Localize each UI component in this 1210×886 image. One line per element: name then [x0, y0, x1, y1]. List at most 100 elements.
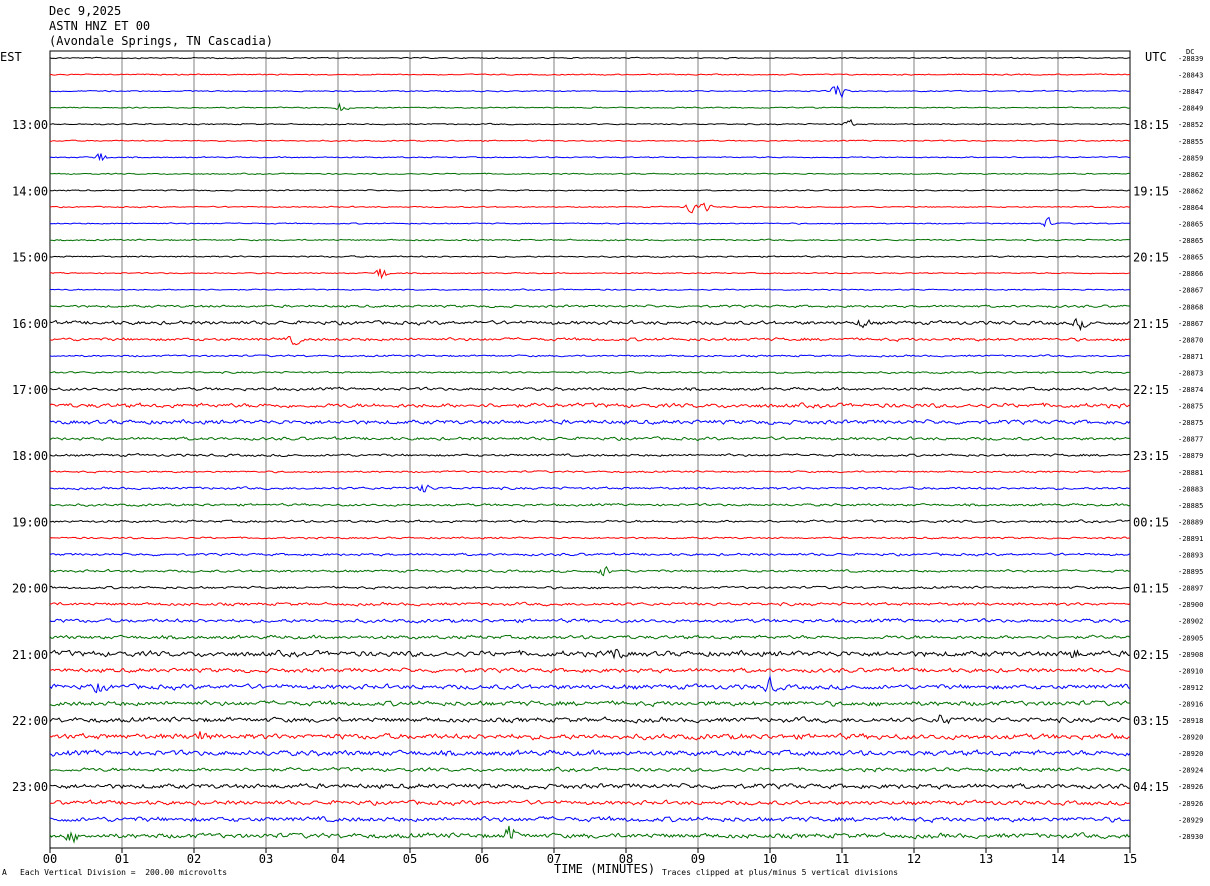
- seismic-trace: [49, 153, 1131, 162]
- seismic-trace: [49, 782, 1130, 790]
- right-hour-label: 01:15: [1133, 582, 1169, 596]
- left-timezone-label: EST: [0, 50, 22, 64]
- seismic-trace: [49, 56, 1131, 60]
- seismic-trace: [50, 666, 1131, 674]
- x-tick-label: 01: [115, 852, 129, 866]
- left-hour-label: 13:00: [12, 118, 48, 132]
- seismic-trace: [49, 674, 1131, 694]
- plot-date: Dec 9,2025: [49, 4, 122, 18]
- station-location: (Avondale Springs, TN Cascadia): [49, 34, 273, 48]
- row-dc-value: -28929: [1178, 816, 1203, 824]
- seismic-trace: [49, 102, 1131, 112]
- row-dc-value: -28855: [1178, 138, 1203, 146]
- seismic-trace: [49, 453, 1131, 458]
- seismic-trace: [49, 84, 1130, 99]
- right-hour-label: 18:15: [1133, 118, 1169, 132]
- row-dc-value: -28877: [1178, 436, 1203, 444]
- row-dc-value: -28839: [1178, 55, 1203, 63]
- left-hour-label: 19:00: [12, 515, 48, 529]
- right-hour-label: 22:15: [1133, 383, 1169, 397]
- seismic-trace: [49, 255, 1131, 259]
- x-tick-label: 04: [331, 852, 345, 866]
- seismic-trace: [49, 799, 1131, 807]
- seismic-trace: [49, 648, 1131, 660]
- row-dc-value: -28879: [1178, 452, 1203, 460]
- row-dc-value: -28875: [1178, 403, 1203, 411]
- seismic-trace: [49, 749, 1131, 757]
- left-hour-label: 15:00: [12, 251, 48, 265]
- seismic-trace: [49, 216, 1131, 228]
- row-dc-value: -28843: [1178, 72, 1203, 80]
- x-tick-label: 10: [763, 852, 777, 866]
- row-dc-value: -28865: [1178, 221, 1203, 229]
- left-hour-label: 14:00: [12, 184, 48, 198]
- row-dc-value: -28891: [1178, 535, 1203, 543]
- corner-mark: A: [2, 868, 7, 877]
- seismic-trace: [49, 601, 1131, 607]
- row-dc-value: -28881: [1178, 469, 1203, 477]
- row-dc-value: -28885: [1178, 502, 1203, 510]
- left-hour-label: 16:00: [12, 317, 48, 331]
- seismic-trace: [49, 238, 1131, 242]
- x-tick-label: 13: [979, 852, 993, 866]
- right-hour-label: 03:15: [1133, 714, 1169, 728]
- seismic-trace: [49, 402, 1131, 409]
- row-dc-value: -28867: [1178, 287, 1203, 295]
- x-tick-label: 05: [403, 852, 417, 866]
- seismic-trace: [49, 766, 1131, 773]
- row-dc-value: -28920: [1178, 734, 1203, 742]
- row-dc-value: -28889: [1178, 518, 1203, 526]
- seismic-trace: [49, 304, 1131, 309]
- row-dc-value: -28871: [1178, 353, 1203, 361]
- x-tick-label: 15: [1123, 852, 1137, 866]
- left-hour-label: 17:00: [12, 383, 48, 397]
- right-hour-label: 19:15: [1133, 184, 1169, 198]
- seismic-trace: [49, 617, 1131, 624]
- row-dc-value: -28893: [1178, 552, 1203, 560]
- x-tick-label: 14: [1051, 852, 1065, 866]
- row-dc-value: -28875: [1178, 419, 1203, 427]
- row-dc-value: -28902: [1178, 618, 1203, 626]
- seismic-trace: [49, 536, 1131, 540]
- seismic-trace: [49, 317, 1131, 332]
- seismic-trace: [49, 139, 1131, 143]
- row-dc-value: -28883: [1178, 485, 1203, 493]
- row-dc-value: -28865: [1178, 237, 1203, 245]
- left-hour-label: 22:00: [12, 714, 48, 728]
- seismic-trace: [49, 552, 1131, 557]
- seismic-trace: [49, 731, 1131, 741]
- seismic-trace: [49, 470, 1131, 474]
- row-dc-value: -28864: [1178, 204, 1203, 212]
- x-tick-label: 07: [547, 852, 561, 866]
- seismic-trace: [49, 118, 1131, 126]
- seismic-trace: [49, 268, 1131, 280]
- dc-label: DC: [1186, 48, 1195, 56]
- row-dc-value: -28895: [1178, 568, 1203, 576]
- row-dc-value: -28924: [1178, 767, 1203, 775]
- seismic-trace: [49, 519, 1131, 524]
- row-dc-value: -28918: [1178, 717, 1203, 725]
- row-dc-value: -28910: [1178, 667, 1203, 675]
- x-axis-title: TIME (MINUTES): [554, 862, 656, 876]
- seismic-trace: [49, 202, 1131, 214]
- seismic-trace: [49, 189, 1131, 192]
- row-dc-value: -28849: [1178, 105, 1203, 113]
- seismic-trace: [49, 483, 1131, 493]
- seismic-trace: [49, 714, 1131, 725]
- x-tick-label: 06: [475, 852, 489, 866]
- seismic-trace: [49, 335, 1131, 346]
- plot-frame: [49, 50, 1131, 849]
- row-dc-value: -28873: [1178, 369, 1203, 377]
- seismic-trace: [49, 585, 1131, 590]
- seismic-trace: [49, 825, 1131, 844]
- x-tick-label: 09: [691, 852, 705, 866]
- seismic-trace: [49, 354, 1130, 358]
- row-dc-value: -28897: [1178, 585, 1203, 593]
- right-hour-label: 02:15: [1133, 648, 1169, 662]
- seismic-trace: [49, 502, 1131, 507]
- right-hour-label: 21:15: [1133, 317, 1169, 331]
- seismic-trace: [49, 172, 1131, 176]
- clip-note: Traces clipped at plus/minus 5 vertical …: [662, 868, 899, 877]
- right-hour-label: 23:15: [1133, 449, 1169, 463]
